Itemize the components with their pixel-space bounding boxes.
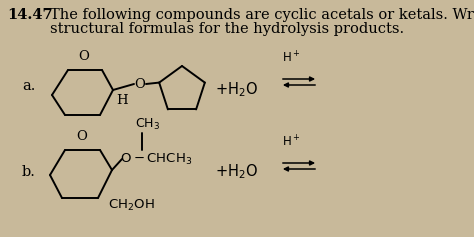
Text: The following compounds are cyclic acetals or ketals. Write: The following compounds are cyclic aceta… [50, 8, 474, 22]
Text: $\mathrm{CH_2OH}$: $\mathrm{CH_2OH}$ [108, 198, 155, 213]
Text: 14.47: 14.47 [7, 8, 53, 22]
Text: O: O [77, 130, 87, 143]
Text: $+\mathrm{H_2O}$: $+\mathrm{H_2O}$ [215, 163, 258, 181]
Text: b.: b. [22, 165, 36, 179]
Text: O: O [79, 50, 90, 63]
Text: $\mathrm{O}-\mathrm{CHCH_3}$: $\mathrm{O}-\mathrm{CHCH_3}$ [120, 151, 192, 167]
Text: a.: a. [22, 79, 36, 93]
Text: $\mathrm{H^+}$: $\mathrm{H^+}$ [282, 135, 301, 150]
Text: $\mathrm{CH_3}$: $\mathrm{CH_3}$ [135, 117, 160, 132]
Text: $+\mathrm{H_2O}$: $+\mathrm{H_2O}$ [215, 81, 258, 99]
Text: $\mathrm{H^+}$: $\mathrm{H^+}$ [282, 51, 301, 66]
Text: H: H [116, 94, 128, 107]
Text: structural formulas for the hydrolysis products.: structural formulas for the hydrolysis p… [50, 22, 404, 36]
Text: O: O [135, 77, 146, 91]
